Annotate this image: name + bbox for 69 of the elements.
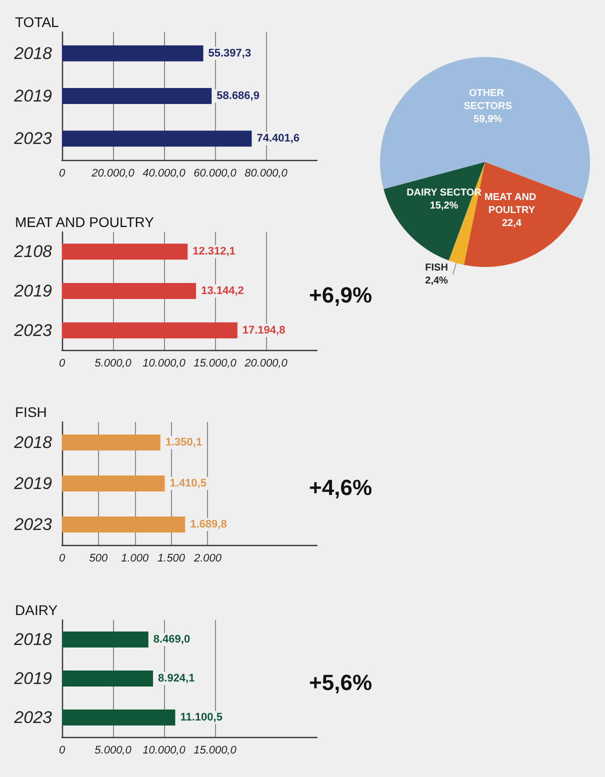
- bar: [62, 322, 238, 338]
- bar: [62, 45, 204, 62]
- bar: [62, 283, 196, 299]
- x-tick-label: 1.500: [158, 552, 186, 564]
- data-label: 74.401,6: [256, 132, 300, 145]
- x-tick-label: 2.000: [192, 552, 222, 564]
- x-tick-label: 80.000,0: [244, 168, 288, 180]
- x-tick-label: 20.000,0: [90, 168, 136, 180]
- slice-label: FISH: [425, 262, 448, 274]
- y-tick-label: 2023: [13, 515, 53, 534]
- x-tick-label: 1.000: [121, 552, 150, 564]
- x-tick-label: 40.000,0: [142, 168, 186, 180]
- bar: [62, 516, 186, 532]
- x-tick-label: 10.000,0: [142, 358, 186, 370]
- y-tick-label: 2019: [13, 86, 53, 106]
- x-tick-label: 0: [58, 168, 66, 180]
- bar: [62, 670, 154, 686]
- data-label: 1.689,8: [190, 518, 227, 530]
- y-tick-label: 2023: [13, 320, 53, 340]
- y-tick-label: 2019: [13, 669, 53, 688]
- y-tick-label: 2019: [13, 474, 53, 493]
- chart-title: MEAT AND POULTRY: [15, 214, 155, 230]
- data-label: 55.397,3: [208, 47, 252, 60]
- x-tick-label: 500: [89, 552, 108, 564]
- bar: [62, 244, 188, 260]
- y-tick-label: 2019: [13, 282, 53, 300]
- bar: [62, 632, 148, 648]
- x-tick-label: 0: [58, 744, 66, 756]
- bar: [62, 88, 212, 104]
- x-tick-label: 5.000,0: [94, 358, 132, 370]
- annotation: +4,6%: [309, 475, 372, 500]
- y-tick-label: 2018: [13, 433, 53, 452]
- data-label: 59,9%: [474, 114, 502, 126]
- data-label: 58.686,9: [216, 90, 260, 102]
- x-tick-label: 10.000,0: [142, 744, 186, 756]
- x-tick-label: 20.000,0: [244, 358, 288, 370]
- chart-title: DAIRY: [15, 602, 58, 618]
- x-tick-label: 15.000,0: [194, 744, 238, 756]
- data-label: 8.924,1: [158, 672, 195, 684]
- y-tick-label: 2023: [13, 708, 53, 727]
- y-tick-label: 2023: [13, 129, 53, 148]
- x-tick-label: 60.000,0: [194, 168, 238, 180]
- slice-label: MEAT AND POULTRY: [484, 192, 539, 216]
- slice-label: OTHER SECTORS: [464, 88, 512, 112]
- x-tick-label: 0: [58, 358, 66, 370]
- x-tick-label: 15.000,0: [194, 358, 238, 370]
- data-label: 2,4%: [425, 276, 448, 287]
- data-label: 22,4: [502, 218, 522, 230]
- annotation: +5,6%: [309, 670, 372, 695]
- data-label: 1.410,5: [170, 478, 206, 490]
- bar: [62, 434, 160, 450]
- bar: [62, 476, 165, 492]
- x-tick-label: 0: [58, 552, 66, 564]
- y-tick-label: 2018: [13, 44, 53, 63]
- chart-title: TOTAL: [15, 14, 60, 30]
- data-label: 11.100,5: [180, 712, 222, 724]
- data-label: 15,2%: [430, 200, 458, 212]
- data-label: 12.312,1: [192, 246, 236, 258]
- chart-title: FISH: [15, 404, 47, 420]
- bar: [62, 130, 252, 147]
- x-tick-label: 5.000,0: [94, 744, 132, 756]
- y-tick-label: 2108: [13, 242, 53, 262]
- bar: [62, 710, 176, 726]
- annotation: +6,9%: [309, 282, 372, 308]
- data-label: 1.350,1: [165, 436, 202, 448]
- data-label: 13.144,2: [201, 285, 244, 297]
- data-label: 17.194,8: [242, 324, 286, 336]
- data-label: 8.469,0: [153, 634, 190, 646]
- y-tick-label: 2018: [13, 630, 53, 649]
